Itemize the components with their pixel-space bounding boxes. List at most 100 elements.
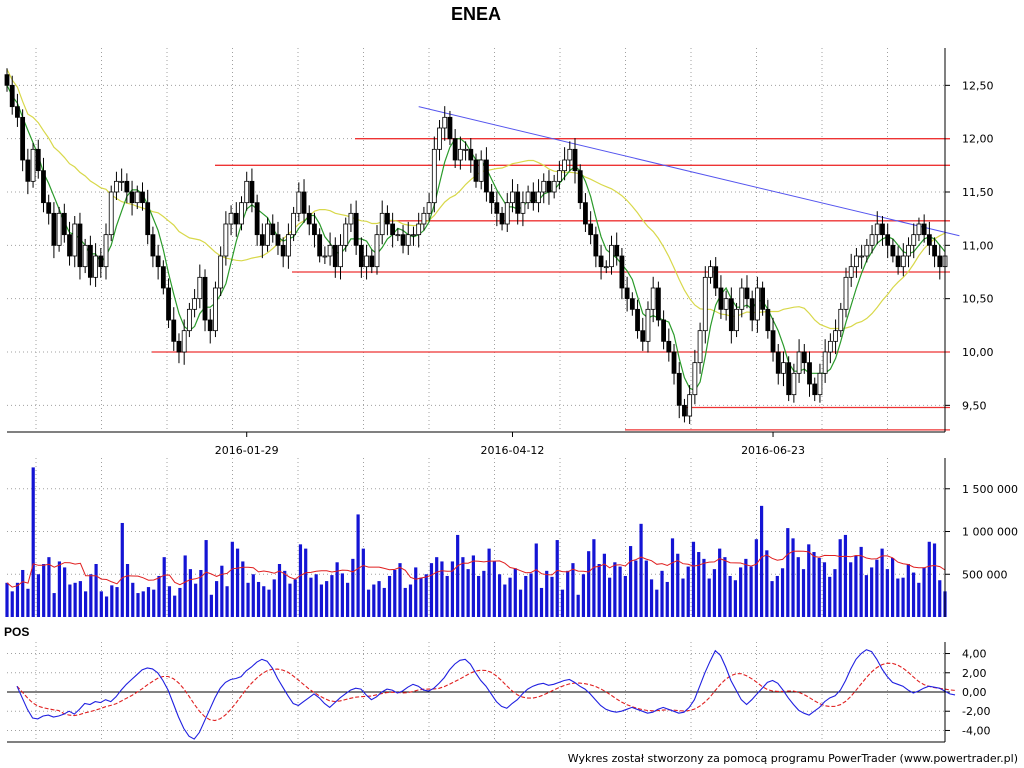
candle-body <box>119 180 125 183</box>
volume-bar <box>759 505 764 617</box>
candle-body <box>900 255 906 268</box>
volume-ma-line <box>6 550 946 588</box>
candle-body <box>916 223 922 236</box>
volume-bar <box>770 581 774 617</box>
candle-body <box>781 362 786 374</box>
volume-bar <box>309 577 313 617</box>
candle-body <box>484 159 489 193</box>
volume-bar <box>283 570 287 617</box>
candle-body <box>72 223 78 257</box>
volume-bar <box>120 522 124 617</box>
candle-body <box>895 255 901 268</box>
candle-body <box>223 223 229 257</box>
volume-bar <box>194 583 198 617</box>
volume-bar <box>220 565 224 617</box>
volume-bar <box>581 574 586 617</box>
pos-line <box>16 649 956 740</box>
volume-bar <box>403 587 407 617</box>
volume-bar <box>566 570 570 617</box>
volume-bar <box>518 589 523 617</box>
candle-body <box>635 308 640 332</box>
candle-body <box>734 308 739 332</box>
candle-body <box>46 202 52 214</box>
candle-body <box>645 308 651 342</box>
volume-bar <box>325 581 329 617</box>
candle-body <box>343 223 349 246</box>
volume-bar <box>539 587 544 617</box>
y-tick-label: 4,00 <box>962 648 987 661</box>
candle-body <box>921 223 927 236</box>
volume-bar <box>136 593 140 617</box>
candle-body <box>233 212 239 225</box>
candle-body <box>629 298 635 310</box>
volume-bar <box>173 595 177 617</box>
volume-bar <box>655 589 659 617</box>
candle-body <box>67 234 72 257</box>
volume-bar <box>42 564 46 617</box>
candle-body <box>880 223 885 236</box>
candle-body <box>682 404 687 417</box>
candle-body <box>692 362 698 396</box>
candle-body <box>312 223 317 236</box>
volume-bar <box>209 594 213 617</box>
volume-bar <box>235 548 240 617</box>
volume-bar <box>634 560 638 617</box>
volume-panel: 1 500 000 1 000 000 500 000 <box>5 458 1018 617</box>
volume-bar <box>487 548 491 617</box>
price-panel: 12,50 12,00 11,50 11,00 10,50 10,00 9,50 2016-0… <box>4 48 994 457</box>
candle-body <box>390 223 396 236</box>
candle-body <box>437 127 442 150</box>
volume-bar <box>807 544 811 617</box>
candle-body <box>145 202 151 236</box>
candle-body <box>140 191 145 204</box>
candle-body <box>296 191 302 214</box>
candle-body <box>457 148 463 161</box>
candle-body <box>197 276 203 300</box>
candle-body <box>525 191 531 204</box>
candle-body <box>207 319 213 332</box>
volume-bar <box>492 561 496 617</box>
candle-body <box>713 266 719 289</box>
candle-body <box>202 276 208 321</box>
candle-body <box>124 180 130 193</box>
volume-bar <box>408 584 413 617</box>
volume-bar <box>398 563 402 617</box>
volume-bar <box>241 561 245 617</box>
candle-body <box>364 255 369 268</box>
candle-body <box>353 212 359 246</box>
candle-body <box>593 234 599 257</box>
volume-bar <box>744 558 748 617</box>
y-tick-label: 11,50 <box>962 186 994 199</box>
volume-bar <box>188 569 193 617</box>
volume-bar <box>786 528 790 617</box>
candle-body <box>577 170 583 204</box>
candle-body <box>775 351 781 374</box>
volume-bar <box>256 581 261 617</box>
x-tick-label: 2016-04-12 <box>481 444 545 457</box>
candle-body <box>15 106 20 118</box>
candle-body <box>833 330 838 342</box>
candle-body <box>583 202 588 225</box>
candle-body <box>911 234 917 246</box>
volume-bar <box>89 574 93 617</box>
candle-body <box>697 330 703 364</box>
candle-body <box>265 223 270 246</box>
volume-bar <box>110 585 114 617</box>
y-tick-label: 2,00 <box>962 667 987 680</box>
volume-bar <box>5 582 9 617</box>
volume-bar <box>739 567 743 617</box>
volume-bar <box>346 582 350 617</box>
volume-bar <box>146 587 151 617</box>
candle-body <box>473 159 479 182</box>
candle-body <box>885 234 891 246</box>
candle-body <box>624 287 630 300</box>
volume-bar <box>503 584 507 617</box>
volume-bar <box>560 589 565 617</box>
volume-bar <box>602 553 606 617</box>
candle-body <box>379 212 385 236</box>
volume-bar <box>330 575 334 617</box>
volume-bar <box>298 544 303 617</box>
candle-body <box>515 191 521 214</box>
candle-body <box>812 383 818 396</box>
